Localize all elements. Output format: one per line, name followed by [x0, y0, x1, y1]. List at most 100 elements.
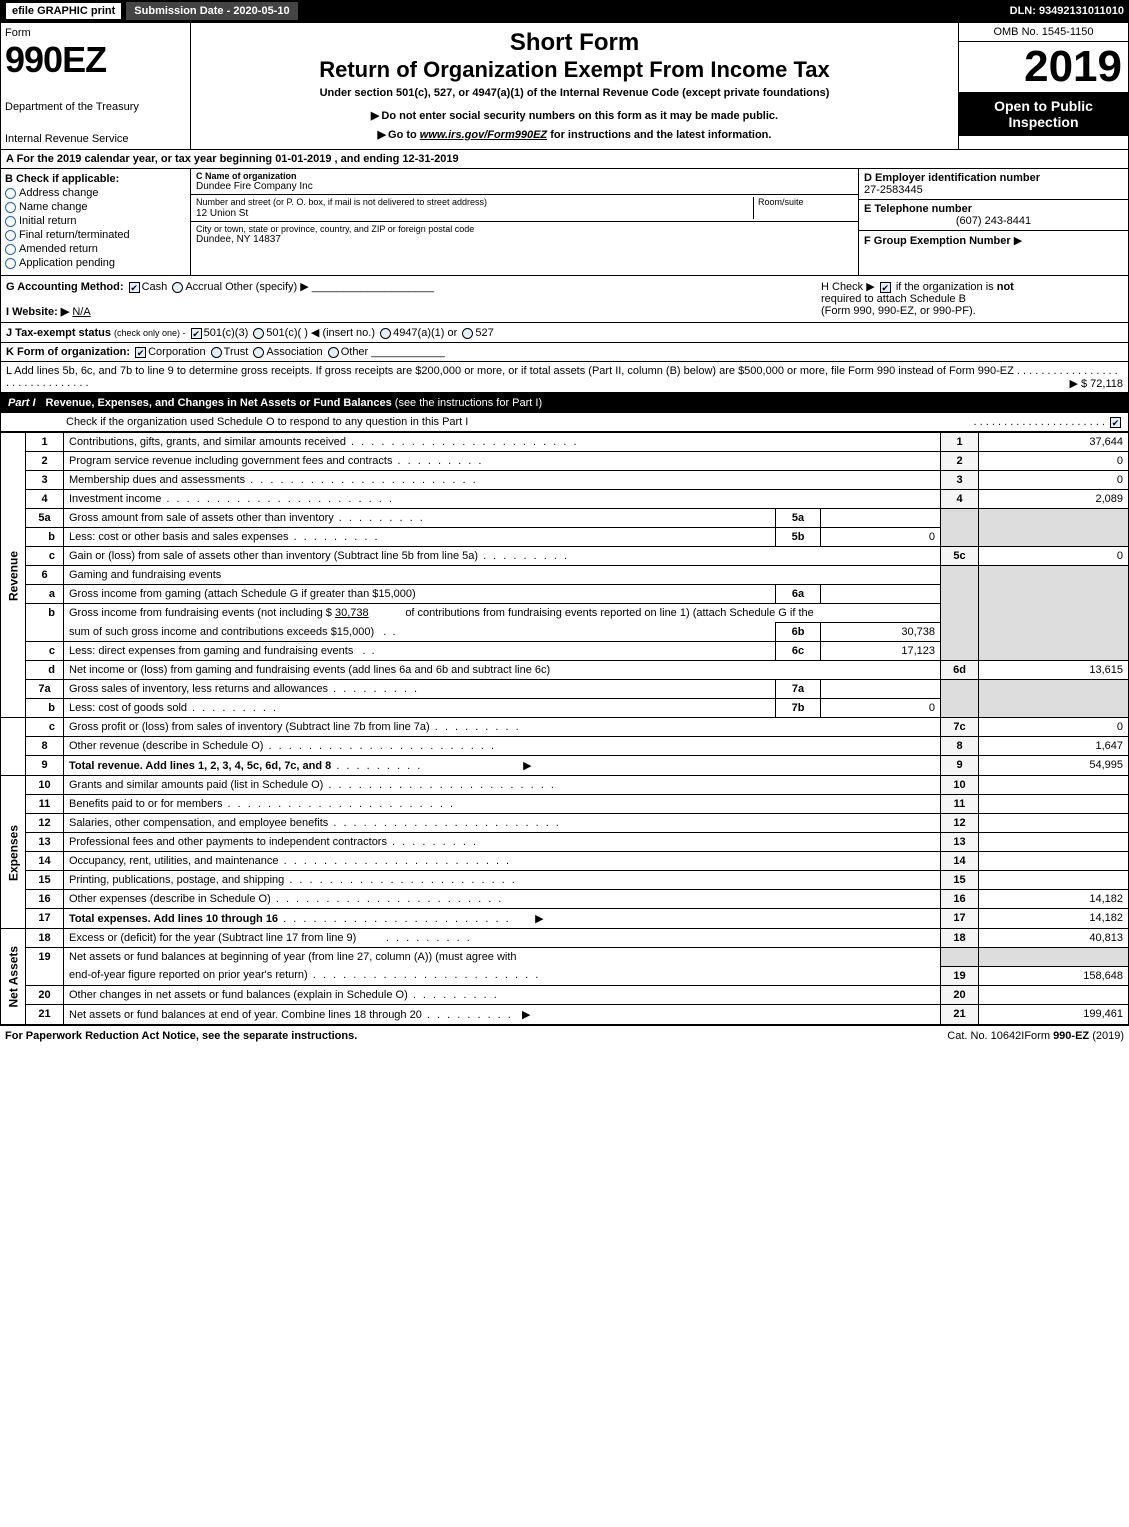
line5b-amount: 0	[821, 528, 941, 547]
row-k: K Form of organization: ✔Corporation Tru…	[0, 343, 1129, 362]
line7c-amount: 0	[979, 718, 1129, 737]
dept-irs: Internal Revenue Service	[5, 133, 186, 145]
line1-amount: 37,644	[979, 433, 1129, 452]
paperwork-notice: For Paperwork Reduction Act Notice, see …	[5, 1030, 947, 1042]
chk-527[interactable]	[462, 328, 473, 339]
line6b-amount: 30,738	[821, 623, 941, 642]
d-label: D Employer identification number	[864, 172, 1123, 184]
return-title: Return of Organization Exempt From Incom…	[197, 57, 952, 83]
city-value: Dundee, NY 14837	[196, 234, 853, 245]
street-label: Number and street (or P. O. box, if mail…	[196, 197, 487, 207]
line19-amount: 158,648	[979, 966, 1129, 985]
line4-amount: 2,089	[979, 490, 1129, 509]
chk-other-org[interactable]	[328, 347, 339, 358]
f-arrow-icon: ▶	[1014, 235, 1022, 247]
chk-501c[interactable]	[253, 328, 264, 339]
line21-amount: 199,461	[979, 1004, 1129, 1024]
chk-pending[interactable]: Application pending	[5, 257, 186, 269]
tax-year: 2019	[959, 42, 1128, 92]
org-name: Dundee Fire Company Inc	[196, 181, 853, 192]
form-word: Form	[5, 27, 186, 39]
under-section: Under section 501(c), 527, or 4947(a)(1)…	[197, 87, 952, 99]
chk-accrual[interactable]	[172, 282, 183, 293]
goto-line: Go to www.irs.gov/Form990EZ for instruct…	[197, 128, 952, 141]
chk-amended[interactable]: Amended return	[5, 243, 186, 255]
open-to-public: Open to Public Inspection	[959, 92, 1128, 136]
city-label: City or town, state or province, country…	[196, 224, 853, 234]
period-row: A For the 2019 calendar year, or tax yea…	[0, 150, 1129, 169]
dne-text: Do not enter social security numbers on …	[381, 110, 778, 122]
h-check: H Check ▶	[821, 281, 875, 293]
side-netassets: Net Assets	[1, 929, 26, 1025]
chk-501c3[interactable]: ✔	[191, 328, 202, 339]
chk-schedule-o[interactable]: ✔	[1110, 417, 1121, 428]
part1-title: Revenue, Expenses, and Changes in Net As…	[46, 397, 392, 409]
part1-table: Revenue 1 Contributions, gifts, grants, …	[0, 432, 1129, 1025]
chk-trust[interactable]	[211, 347, 222, 358]
phone-value: (607) 243-8441	[864, 215, 1123, 227]
chk-cash[interactable]: ✔	[129, 282, 140, 293]
line6c-amount: 17,123	[821, 642, 941, 661]
omb-number: OMB No. 1545-1150	[959, 23, 1128, 42]
e-label: E Telephone number	[864, 203, 1123, 215]
header-left: Form 990EZ Department of the Treasury In…	[1, 23, 191, 149]
b-title: B Check if applicable:	[5, 173, 186, 185]
efile-print-button[interactable]: efile GRAPHIC print	[5, 2, 122, 20]
form-ref: Form 990-EZ (2019)	[1024, 1030, 1124, 1042]
irs-link[interactable]: www.irs.gov/Form990EZ	[420, 129, 547, 141]
line5c-amount: 0	[979, 547, 1129, 566]
goto-pre: Go to	[388, 129, 420, 141]
form-number: 990EZ	[5, 39, 186, 81]
chk-name-change[interactable]: Name change	[5, 201, 186, 213]
chk-final-return[interactable]: Final return/terminated	[5, 229, 186, 241]
i-label: I Website: ▶	[6, 306, 69, 318]
line6b-excl: 30,738	[335, 607, 369, 619]
short-form-title: Short Form	[197, 29, 952, 57]
form-header: Form 990EZ Department of the Treasury In…	[0, 22, 1129, 150]
line18-amount: 40,813	[979, 929, 1129, 948]
ein-value: 27-2583445	[864, 184, 1123, 196]
chk-initial-return[interactable]: Initial return	[5, 215, 186, 227]
goto-post: for instructions and the latest informat…	[547, 129, 771, 141]
c-name-label: C Name of organization	[196, 171, 853, 181]
header-mid: Short Form Return of Organization Exempt…	[191, 23, 958, 149]
row-gh: G Accounting Method: ✔Cash Accrual Other…	[0, 276, 1129, 323]
street-value: 12 Union St	[196, 208, 753, 219]
line17-amount: 14,182	[979, 909, 1129, 929]
line3-amount: 0	[979, 471, 1129, 490]
f-label: F Group Exemption Number	[864, 235, 1011, 247]
g-other: Other (specify) ▶	[225, 281, 309, 293]
row-j: J Tax-exempt status (check only one) - ✔…	[0, 323, 1129, 343]
room-label: Room/suite	[753, 197, 853, 219]
part1-header: Part I Revenue, Expenses, and Changes in…	[0, 393, 1129, 413]
side-revenue: Revenue	[1, 433, 26, 718]
part1-check-row: Check if the organization used Schedule …	[0, 413, 1129, 432]
dln: DLN: 93492131011010	[1010, 5, 1124, 17]
line9-amount: 54,995	[979, 756, 1129, 776]
chk-4947[interactable]	[380, 328, 391, 339]
entity-block: B Check if applicable: Address change Na…	[0, 169, 1129, 276]
topbar: efile GRAPHIC print Submission Date - 20…	[0, 0, 1129, 22]
row-l: L Add lines 5b, 6c, and 7b to line 9 to …	[0, 362, 1129, 393]
dept-treasury: Department of the Treasury	[5, 101, 186, 113]
cat-no: Cat. No. 10642I	[947, 1030, 1024, 1042]
part1-num: Part I	[8, 397, 36, 409]
header-right: OMB No. 1545-1150 2019 Open to Public In…	[958, 23, 1128, 149]
section-c: C Name of organization Dundee Fire Compa…	[191, 169, 858, 275]
section-b: B Check if applicable: Address change Na…	[1, 169, 191, 275]
line2-amount: 0	[979, 452, 1129, 471]
website-value: N/A	[72, 306, 90, 318]
chk-address-change[interactable]: Address change	[5, 187, 186, 199]
chk-h[interactable]: ✔	[880, 282, 891, 293]
section-def: D Employer identification number 27-2583…	[858, 169, 1128, 275]
page-footer: For Paperwork Reduction Act Notice, see …	[0, 1025, 1129, 1046]
do-not-enter: Do not enter social security numbers on …	[197, 109, 952, 122]
gross-receipts: ▶ $ 72,118	[1069, 377, 1123, 390]
line16-amount: 14,182	[979, 890, 1129, 909]
line7b-amount: 0	[821, 699, 941, 718]
line8-amount: 1,647	[979, 737, 1129, 756]
g-label: G Accounting Method:	[6, 281, 124, 293]
chk-corp[interactable]: ✔	[135, 347, 146, 358]
chk-assoc[interactable]	[253, 347, 264, 358]
submission-date: Submission Date - 2020-05-10	[126, 2, 297, 20]
